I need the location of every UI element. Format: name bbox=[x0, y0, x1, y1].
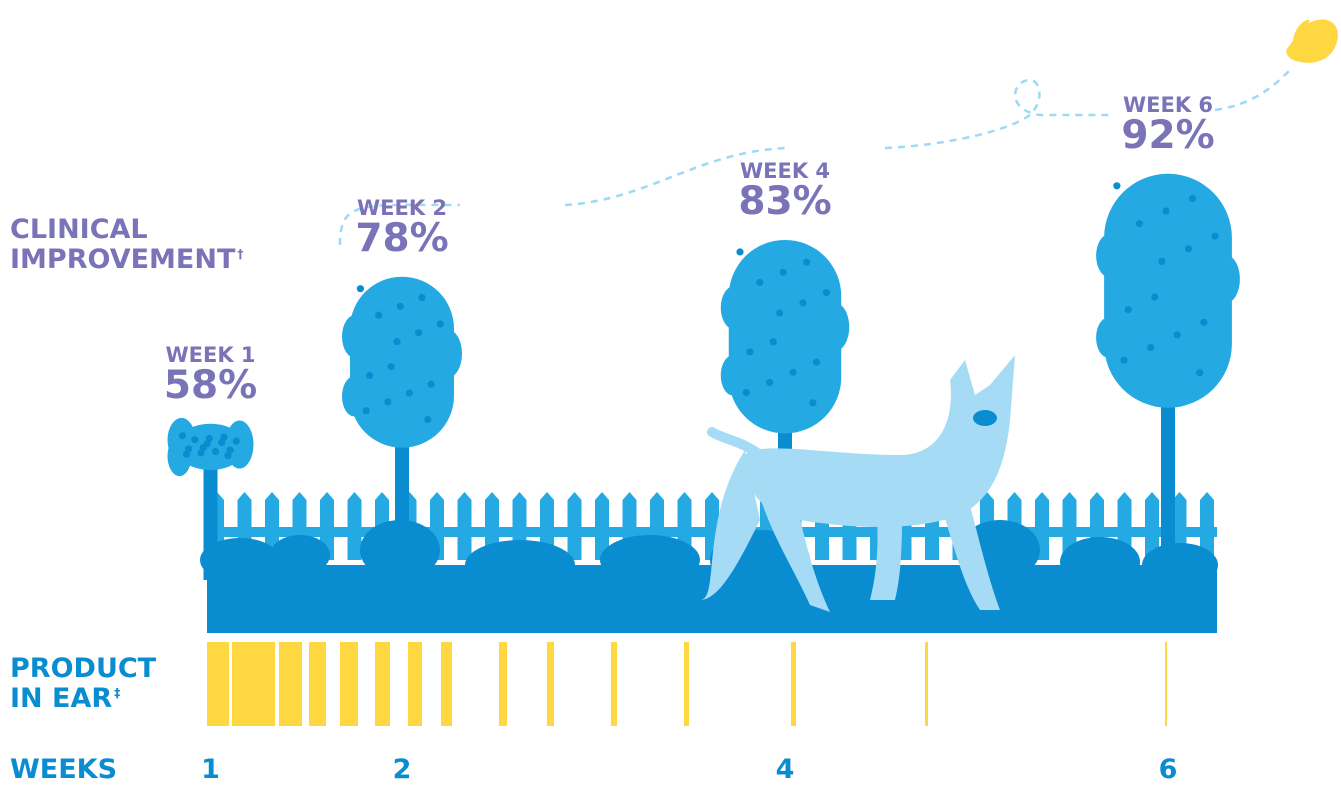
bar-tree-week-6 bbox=[1096, 173, 1240, 580]
week-label-1: WEEK 1 58% bbox=[131, 342, 291, 408]
week-name: WEEK 6 bbox=[1122, 92, 1214, 117]
product-in-ear-bars bbox=[207, 642, 1167, 726]
product-bar-10 bbox=[547, 642, 554, 726]
product-bar-12 bbox=[684, 642, 689, 726]
product-bar-11 bbox=[611, 642, 617, 726]
double-dagger-mark: ‡ bbox=[114, 686, 121, 700]
week-value: 83% bbox=[738, 178, 832, 224]
product-bar-2 bbox=[232, 642, 275, 726]
week-label-4: WEEK 4 83% bbox=[705, 158, 865, 224]
x-tick-label: 1 bbox=[201, 754, 220, 785]
product-bar-5 bbox=[340, 642, 358, 726]
week-value: 58% bbox=[163, 362, 258, 408]
product-bar-6 bbox=[375, 642, 390, 726]
dog-illustration bbox=[700, 355, 1015, 612]
butterfly-icon bbox=[1286, 19, 1338, 63]
clinical-label-line1: CLINICAL bbox=[10, 214, 148, 245]
product-bar-14 bbox=[925, 642, 928, 726]
dagger-mark: † bbox=[237, 247, 244, 261]
product-in-ear-label: PRODUCT IN EAR ‡ bbox=[10, 655, 156, 712]
week-name: WEEK 4 bbox=[739, 158, 831, 183]
clinical-improvement-label: CLINICAL IMPROVEMENT † bbox=[10, 216, 243, 273]
week-value: 78% bbox=[355, 215, 449, 261]
product-bar-9 bbox=[499, 642, 507, 726]
product-bar-4 bbox=[309, 642, 326, 726]
x-tick-label: 2 bbox=[392, 754, 412, 785]
weeks-axis-label: WEEKS bbox=[10, 754, 118, 785]
week-label-6: WEEK 6 92% bbox=[1088, 92, 1248, 158]
product-bar-8 bbox=[441, 642, 452, 726]
product-bar-15 bbox=[1165, 642, 1167, 726]
x-tick-label: 6 bbox=[1158, 754, 1178, 785]
week-value: 92% bbox=[1121, 112, 1215, 158]
week-label-2: WEEK 2 78% bbox=[322, 195, 482, 261]
product-bar-13 bbox=[791, 642, 796, 726]
week-name: WEEK 1 bbox=[165, 342, 256, 367]
x-tick-label: 4 bbox=[775, 754, 795, 785]
bar-tree-week-4 bbox=[720, 239, 850, 580]
product-label-line2: IN EAR bbox=[10, 683, 113, 714]
product-bar-3 bbox=[279, 642, 302, 726]
week-name: WEEK 2 bbox=[356, 195, 448, 220]
product-bar-7 bbox=[408, 642, 422, 726]
clinical-label-line2: IMPROVEMENT bbox=[10, 244, 236, 275]
product-label-line1: PRODUCT bbox=[10, 653, 157, 684]
product-bar-1 bbox=[207, 642, 229, 726]
